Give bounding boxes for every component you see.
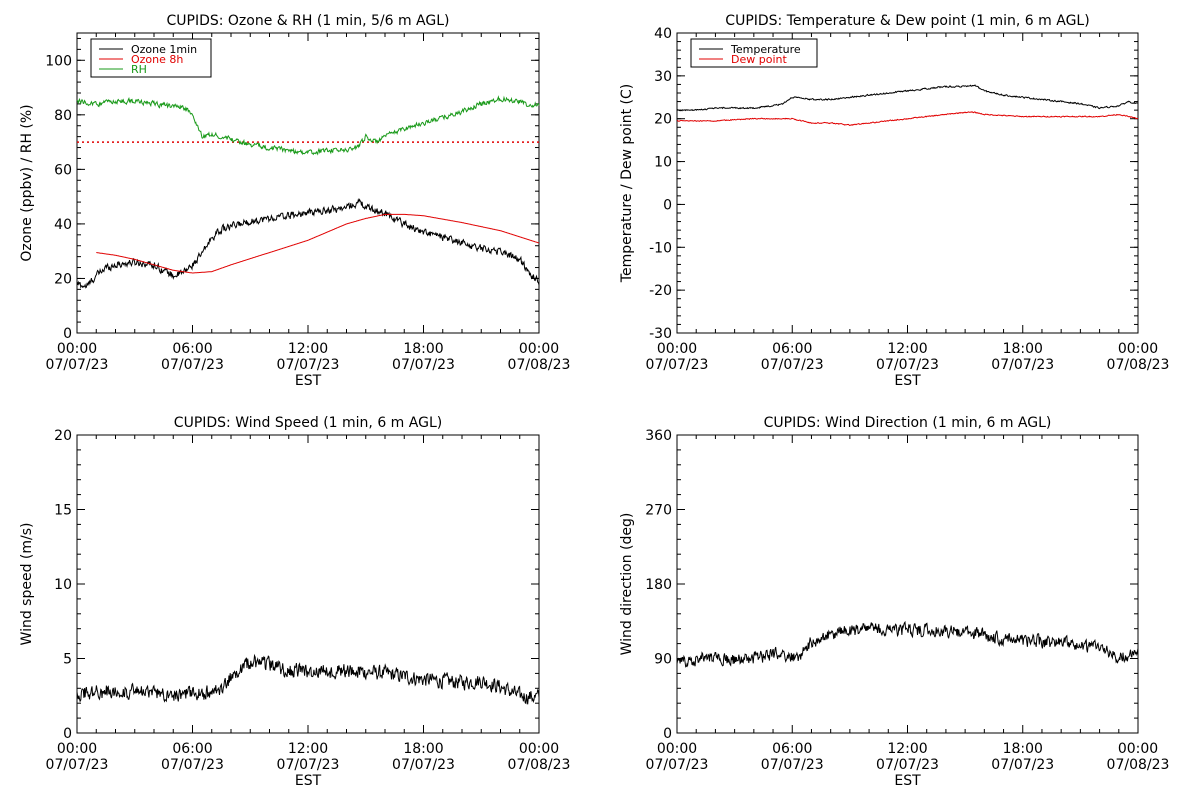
y-tick-label: 10 bbox=[54, 577, 72, 593]
x-tick-time: 12:00 bbox=[288, 341, 328, 357]
y-tick-label: 360 bbox=[645, 428, 672, 444]
x-tick-time: 12:00 bbox=[288, 741, 328, 757]
y-tick-label: 180 bbox=[645, 577, 672, 593]
x-tick-date: 07/07/23 bbox=[161, 357, 224, 373]
chart-title: CUPIDS: Wind Direction (1 min, 6 m AGL) bbox=[764, 415, 1052, 431]
x-tick-date: 07/07/23 bbox=[761, 357, 824, 373]
x-tick-date: 07/08/23 bbox=[508, 357, 571, 373]
x-tick-date: 07/07/23 bbox=[991, 357, 1054, 373]
x-tick-time: 18:00 bbox=[403, 741, 443, 757]
y-tick-label: 30 bbox=[654, 69, 672, 85]
y-tick-label: 270 bbox=[645, 503, 672, 519]
x-tick-time: 00:00 bbox=[1118, 741, 1158, 757]
y-axis-label: Ozone (ppbv) / RH (%) bbox=[19, 104, 35, 261]
y-tick-label: -30 bbox=[649, 326, 672, 342]
y-tick-label: 20 bbox=[54, 271, 72, 287]
x-tick-time: 00:00 bbox=[1118, 341, 1158, 357]
x-tick-time: 00:00 bbox=[657, 741, 697, 757]
chart-title: CUPIDS: Ozone & RH (1 min, 5/6 m AGL) bbox=[166, 13, 449, 29]
panel-2: CUPIDS: Temperature & Dew point (1 min, … bbox=[619, 13, 1169, 389]
x-tick-date: 07/07/23 bbox=[876, 357, 939, 373]
series-ozone-8h bbox=[96, 213, 540, 274]
x-tick-time: 06:00 bbox=[172, 741, 212, 757]
y-tick-label: 40 bbox=[54, 217, 72, 233]
x-tick-date: 07/07/23 bbox=[876, 757, 939, 773]
y-tick-label: 20 bbox=[54, 428, 72, 444]
x-axis-label: EST bbox=[894, 773, 921, 789]
x-tick-time: 18:00 bbox=[1003, 741, 1043, 757]
plot-frame bbox=[676, 434, 1139, 734]
y-tick-label: 0 bbox=[663, 726, 672, 742]
plot-frame bbox=[676, 32, 1139, 334]
x-tick-date: 07/07/23 bbox=[277, 757, 340, 773]
x-tick-time: 12:00 bbox=[887, 741, 927, 757]
x-tick-date: 07/07/23 bbox=[277, 357, 340, 373]
legend-label: Temperature bbox=[730, 43, 801, 56]
x-tick-date: 07/07/23 bbox=[161, 757, 224, 773]
x-axis-label: EST bbox=[295, 773, 322, 789]
x-axis-label: EST bbox=[295, 373, 322, 389]
y-tick-label: 15 bbox=[54, 503, 72, 519]
plot-frame bbox=[76, 32, 540, 334]
legend-label: Ozone 8h bbox=[131, 53, 183, 66]
legend-label: Ozone 1min bbox=[131, 43, 197, 56]
y-axis-label: Temperature / Dew point (C) bbox=[619, 84, 635, 283]
x-tick-date: 07/08/23 bbox=[1107, 357, 1170, 373]
x-tick-date: 07/07/23 bbox=[46, 357, 109, 373]
x-tick-date: 07/07/23 bbox=[991, 757, 1054, 773]
panel-3: CUPIDS: Wind Speed (1 min, 6 m AGL) 0 5 10 1… bbox=[19, 415, 570, 789]
x-tick-date: 07/07/23 bbox=[646, 757, 709, 773]
y-tick-label: 0 bbox=[63, 726, 72, 742]
x-tick-date: 07/08/23 bbox=[1107, 757, 1170, 773]
legend-label: Dew point bbox=[731, 53, 787, 66]
series-ozone-1min bbox=[76, 197, 540, 289]
x-tick-time: 12:00 bbox=[887, 341, 927, 357]
series-line bbox=[76, 653, 540, 705]
y-tick-label: 5 bbox=[63, 652, 72, 668]
series-dew-point bbox=[676, 111, 1139, 126]
y-tick-label: 20 bbox=[654, 112, 672, 128]
x-axis-label: EST bbox=[894, 373, 921, 389]
x-tick-time: 18:00 bbox=[1003, 341, 1043, 357]
y-tick-label: 100 bbox=[45, 53, 72, 69]
legend-box bbox=[690, 38, 818, 68]
series-line bbox=[676, 620, 1139, 668]
chart-title: CUPIDS: Wind Speed (1 min, 6 m AGL) bbox=[174, 415, 442, 431]
x-tick-time: 00:00 bbox=[519, 741, 559, 757]
chart-title: CUPIDS: Temperature & Dew point (1 min, … bbox=[725, 13, 1089, 29]
series-temperature bbox=[676, 84, 1139, 112]
panel-1: CUPIDS: Ozone & RH (1 min, 5/6 m AGL) 0 20… bbox=[19, 13, 570, 389]
x-tick-time: 06:00 bbox=[772, 741, 812, 757]
x-tick-time: 18:00 bbox=[403, 341, 443, 357]
x-tick-time: 00:00 bbox=[657, 341, 697, 357]
x-tick-time: 06:00 bbox=[172, 341, 212, 357]
y-tick-label: -20 bbox=[649, 283, 672, 299]
y-tick-label: 80 bbox=[54, 108, 72, 124]
x-tick-date: 07/07/23 bbox=[392, 357, 455, 373]
y-tick-label: -10 bbox=[649, 240, 672, 256]
x-tick-time: 00:00 bbox=[519, 341, 559, 357]
y-tick-label: 60 bbox=[54, 162, 72, 178]
series-rh bbox=[76, 95, 540, 156]
x-tick-date: 07/07/23 bbox=[761, 757, 824, 773]
y-tick-label: 0 bbox=[63, 326, 72, 342]
y-tick-label: 40 bbox=[654, 26, 672, 42]
legend-box bbox=[90, 38, 212, 78]
x-tick-time: 00:00 bbox=[57, 741, 97, 757]
legend-label: RH bbox=[131, 63, 147, 76]
x-tick-date: 07/07/23 bbox=[46, 757, 109, 773]
y-tick-label: 90 bbox=[654, 652, 672, 668]
x-tick-date: 07/07/23 bbox=[646, 357, 709, 373]
y-axis-label: Wind speed (m/s) bbox=[19, 523, 35, 646]
x-tick-date: 07/07/23 bbox=[392, 757, 455, 773]
x-tick-time: 06:00 bbox=[772, 341, 812, 357]
y-tick-label: 10 bbox=[654, 155, 672, 171]
x-tick-date: 07/08/23 bbox=[508, 757, 571, 773]
panel-4: CUPIDS: Wind Direction (1 min, 6 m AGL) 0… bbox=[619, 415, 1169, 789]
x-tick-time: 00:00 bbox=[57, 341, 97, 357]
y-axis-label: Wind direction (deg) bbox=[619, 513, 635, 656]
y-tick-label: 0 bbox=[663, 197, 672, 213]
